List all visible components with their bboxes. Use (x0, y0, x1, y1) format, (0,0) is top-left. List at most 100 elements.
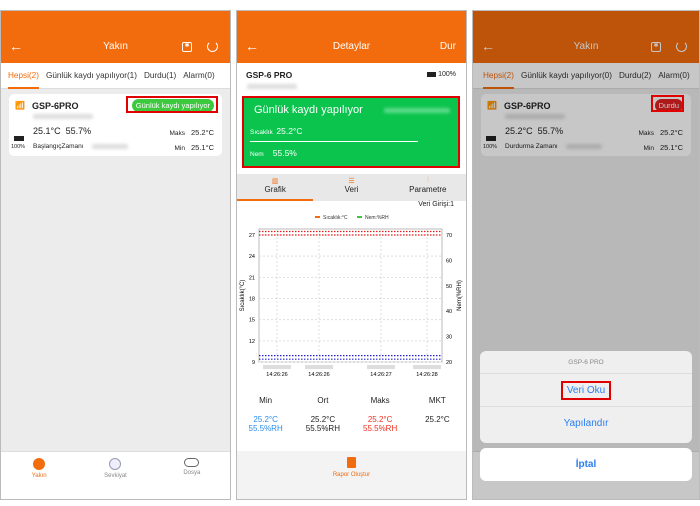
hum-value: 55.7% (537, 126, 564, 136)
tab-data[interactable]: ☰ Veri (313, 174, 389, 201)
pencil-icon (33, 458, 46, 470)
screen-details: ← Detaylar Dur GSP-6 PRO 100% Günlük kay… (236, 10, 467, 500)
hum-value: 55.5% (272, 148, 297, 158)
serial-blurred (505, 114, 565, 119)
tab-stopped[interactable]: Durdu(2) (618, 71, 652, 80)
y-tick: 21 (249, 275, 255, 281)
x-tick: 14:26:26 (266, 372, 287, 378)
cloud-circle-icon (109, 458, 122, 470)
read-data-button[interactable]: Veri Oku (480, 374, 692, 407)
sheet-title: GSP-6 PRO (480, 351, 692, 374)
header: ← Yakın ✱ (473, 11, 699, 63)
y-tick: 27 (249, 233, 255, 239)
y2-tick: 70 (446, 233, 452, 239)
temp-value: 25.2°C (276, 126, 303, 136)
stop-button[interactable]: Dur (439, 41, 456, 52)
nav-file[interactable]: Dosya (154, 452, 230, 499)
chart: Sıcaklık:°C Nem:%RH 9 12 15 18 21 24 27 20 30 40 50 6… (240, 215, 463, 378)
min-label: Min (174, 145, 185, 152)
filter-tabs: Hepsi(2) Günlük kaydı yapılıyor(1) Durdu(1… (1, 63, 230, 89)
tab-alarm[interactable]: Alarm(0) (658, 71, 690, 80)
tab-logging[interactable]: Günlük kaydı yapılıyor(0) (520, 71, 612, 80)
database-icon: ☰ (348, 178, 355, 185)
temp-row: Sıcaklık 25.2°C (250, 126, 302, 136)
min-value: 25.1°C (659, 143, 683, 152)
battery-percent: 100% (11, 144, 26, 150)
status-text: Günlük kaydı yapılıyor (254, 104, 363, 116)
tab-graph[interactable]: ▥ Grafik (237, 174, 314, 201)
device-card[interactable]: 📶 GSP-6PRO 25.2°C 55.7% 100% Durdurma Za… (481, 94, 691, 156)
legend-hum: Nem:%RH (365, 215, 389, 221)
status-badge: Günlük kaydı yapılıyor (131, 99, 214, 112)
x-date-blurred (413, 365, 441, 369)
back-arrow-icon[interactable]: ← (481, 38, 495, 54)
temp-value: 25.2°C (505, 126, 533, 136)
scan-icon[interactable]: ✱ (651, 42, 661, 52)
max-label: Maks (638, 130, 654, 137)
refresh-icon[interactable] (676, 41, 687, 52)
y-tick: 15 (249, 318, 255, 324)
screen-nearby: ← Yakın ✱ Hepsi(2) Günlük kaydı yapılıyor… (0, 10, 231, 500)
report-button[interactable]: Rapor Oluştur (237, 451, 466, 499)
hum-row: Nem 55.5% (250, 148, 297, 158)
entry-count: Veri Girişi:1 (418, 201, 454, 208)
configure-button[interactable]: Yapılandır (563, 418, 609, 429)
x-tick: 14:26:26 (308, 372, 329, 378)
tab-logging[interactable]: Günlük kaydı yapılıyor(1) (45, 71, 137, 80)
status-badge: Durdu (654, 99, 683, 112)
battery-icon (486, 136, 496, 141)
y-tick: 24 (249, 254, 255, 260)
device-card[interactable]: 📶 GSP-6PRO 25.1°C 55.7% 100% BaşlangıçZa… (9, 94, 222, 156)
max-value: 25.2°C (190, 128, 214, 137)
screen-nearby-stopped: ← Yakın ✱ Hepsi(2) Günlük kaydı yapılıyor… (472, 10, 700, 500)
temp-label: Sıcaklık (250, 129, 273, 136)
x-date-blurred (367, 365, 395, 369)
x-tick: 14:26:27 (370, 372, 391, 378)
cancel-button[interactable]: İptal (480, 448, 692, 481)
tab-stopped[interactable]: Durdu(1) (143, 71, 177, 80)
nav-shipment[interactable]: Sevkiyat (77, 452, 153, 499)
max-label: Maks (169, 130, 185, 137)
start-time-label: BaşlangıçZamanı (33, 143, 84, 150)
max: Maks 25.2°C (169, 128, 214, 137)
back-arrow-icon[interactable]: ← (9, 38, 23, 54)
status-panel: Günlük kaydı yapılıyor Sıcaklık 25.2°C N… (242, 96, 460, 168)
device-name: GSP-6 PRO (246, 70, 293, 80)
header: ← Detaylar Dur (237, 11, 466, 63)
x-date-blurred (305, 365, 333, 369)
refresh-icon[interactable] (207, 41, 218, 52)
tab-all[interactable]: Hepsi(2) (483, 65, 514, 89)
stat-mkt: MKT 25.2°C (425, 396, 450, 424)
stats-table: Min 25.2°C 55.5%RH Ort 25.2°C 55.5%RH Maks 25… (237, 396, 466, 433)
battery-icon (427, 72, 436, 77)
max: Maks 25.2°C (638, 128, 683, 137)
x-tick: 14:26:28 (416, 372, 437, 378)
tab-alarm[interactable]: Alarm(0) (183, 71, 215, 80)
stat-avg: Ort 25.2°C 55.5%RH (305, 396, 340, 433)
legend-temp: Sıcaklık:°C (323, 215, 348, 221)
back-arrow-icon[interactable]: ← (245, 38, 259, 54)
max-value: 25.2°C (659, 128, 683, 137)
y-axis-label: Sıcaklık(°C) (240, 280, 246, 312)
nav-nearby[interactable]: Yakın (1, 452, 77, 499)
y-tick: 18 (249, 297, 255, 303)
legend-swatch-temp (315, 216, 320, 218)
x-date-blurred (263, 365, 291, 369)
bottom-nav: Yakın Sevkiyat Dosya (1, 451, 230, 499)
stat-max: Maks 25.2°C 55.5%RH (363, 396, 398, 433)
serial-blurred (33, 114, 93, 119)
cloud-icon (184, 458, 200, 467)
battery-percent: 100% (483, 144, 498, 150)
battery-percent: 100% (438, 71, 456, 78)
page-title: Detaylar (332, 41, 371, 52)
highlight-box (651, 95, 684, 112)
readings: 25.1°C 55.7% (33, 126, 91, 136)
tab-all[interactable]: Hepsi(2) (8, 65, 39, 89)
tab-parameter[interactable]: ⫶ Parametre (390, 174, 466, 201)
page-title: Yakın (573, 41, 599, 52)
y2-tick: 60 (446, 258, 452, 264)
header: ← Yakın ✱ (1, 11, 230, 63)
legend-swatch-hum (357, 216, 362, 218)
wifi-icon: 📶 (487, 101, 497, 110)
scan-icon[interactable]: ✱ (182, 42, 192, 52)
